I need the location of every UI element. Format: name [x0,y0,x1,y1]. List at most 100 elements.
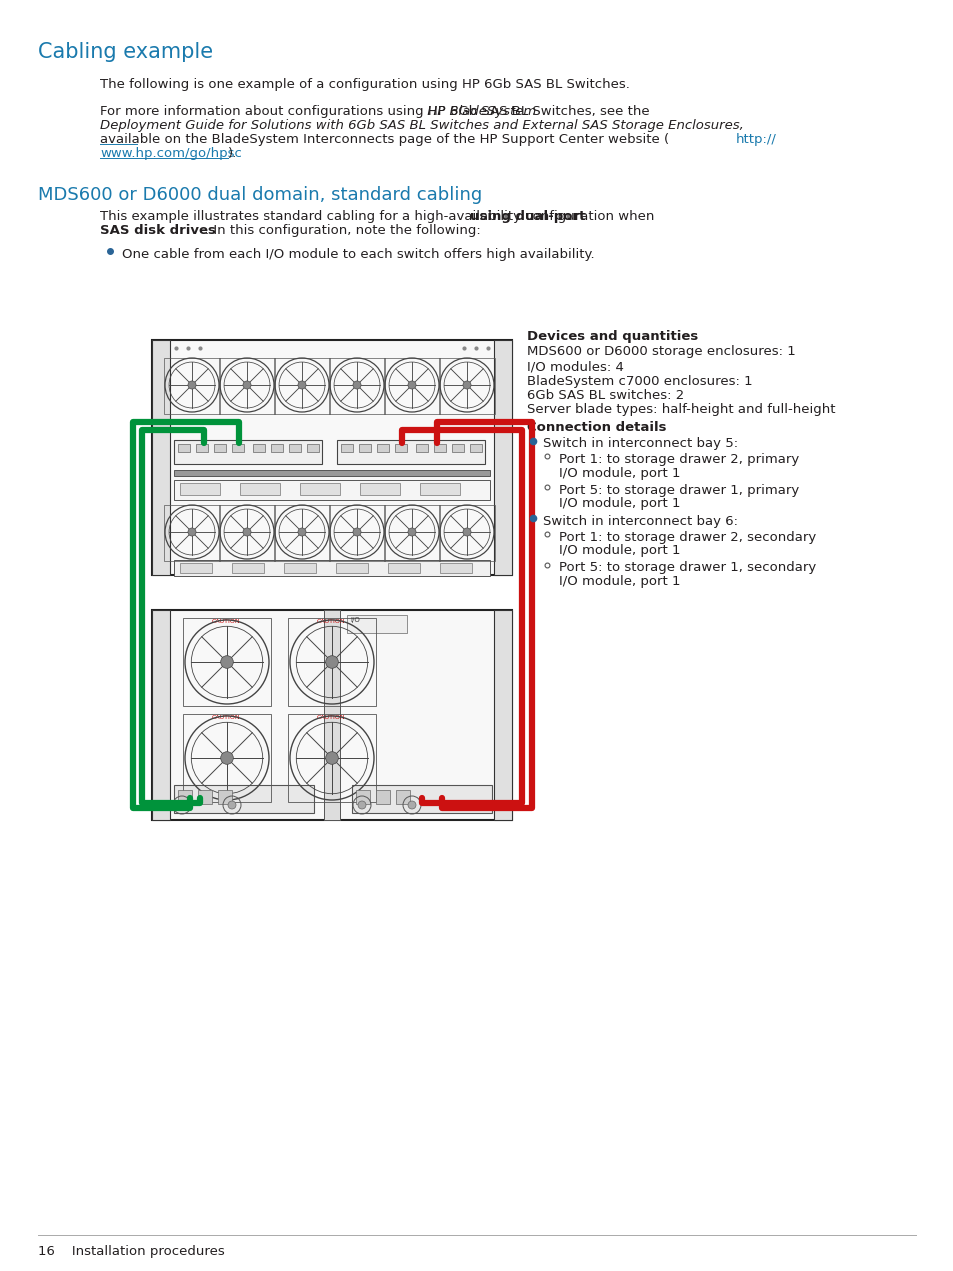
Text: CAUTION: CAUTION [212,619,240,624]
Bar [438,358,495,414]
Bar [299,483,339,494]
Bar [340,444,353,452]
Circle shape [353,527,360,536]
Bar [376,444,389,452]
Text: Port 1: to storage drawer 2, secondary: Port 1: to storage drawer 2, secondary [558,530,816,544]
Circle shape [178,801,186,810]
Bar [152,341,170,574]
Text: 6Gb SAS BL switches: 2: 6Gb SAS BL switches: 2 [526,389,683,402]
Bar [347,615,407,633]
Text: I/O: I/O [350,616,359,623]
Circle shape [325,751,338,764]
Bar [335,563,368,573]
Bar [336,440,484,464]
Bar [183,618,271,705]
Bar [213,444,226,452]
Circle shape [220,751,233,764]
Text: http://: http:// [735,133,776,146]
Text: SAS disk drives: SAS disk drives [100,224,215,236]
Text: Switch in interconnect bay 6:: Switch in interconnect bay 6: [542,515,738,527]
Text: Connection details: Connection details [526,421,666,433]
Circle shape [228,801,235,810]
Bar [289,444,301,452]
Circle shape [408,527,416,536]
Bar [439,563,472,573]
Bar [232,563,264,573]
Bar [358,444,371,452]
Bar [198,791,212,805]
Bar [173,785,314,813]
Text: www.hp.com/go/hpsc: www.hp.com/go/hpsc [100,147,242,160]
Text: Port 1: to storage drawer 2, primary: Port 1: to storage drawer 2, primary [558,452,799,466]
Text: MDS600 or D6000 dual domain, standard cabling: MDS600 or D6000 dual domain, standard ca… [38,186,482,205]
Bar [173,470,490,477]
Bar [384,505,439,561]
Circle shape [462,381,471,389]
Text: Devices and quantities: Devices and quantities [526,330,698,343]
Text: Port 5: to storage drawer 1, secondary: Port 5: to storage drawer 1, secondary [558,562,816,574]
Bar [434,444,446,452]
Bar [375,791,390,805]
Circle shape [408,801,416,810]
Bar [324,610,339,820]
Bar [284,563,315,573]
Text: CAUTION: CAUTION [212,716,240,719]
Text: MDS600 or D6000 storage enclosures: 1: MDS600 or D6000 storage enclosures: 1 [526,346,795,358]
Bar [470,444,481,452]
Text: using dual-port: using dual-port [100,210,585,222]
Bar [395,791,410,805]
Text: Port 5: to storage drawer 1, primary: Port 5: to storage drawer 1, primary [558,484,799,497]
Text: ).: ). [228,147,237,160]
Circle shape [243,381,251,389]
Bar [388,563,419,573]
Bar [183,714,271,802]
Bar [438,505,495,561]
Bar [178,791,192,805]
Text: One cable from each I/O module to each switch offers high availability.: One cable from each I/O module to each s… [122,248,594,261]
Circle shape [220,656,233,669]
Text: I/O modules: 4: I/O modules: 4 [526,360,623,372]
Text: CAUTION: CAUTION [316,619,345,624]
Circle shape [297,381,306,389]
Bar [288,618,375,705]
Bar [180,483,220,494]
Circle shape [408,381,416,389]
Bar [152,610,512,820]
Text: I/O module, port 1: I/O module, port 1 [558,544,679,557]
Text: 16    Installation procedures: 16 Installation procedures [38,1246,225,1258]
Text: . In this configuration, note the following:: . In this configuration, note the follow… [205,224,480,236]
Bar [218,791,232,805]
Bar [274,358,330,414]
Bar [359,483,399,494]
Bar [173,440,322,464]
Bar [329,505,385,561]
Bar [307,444,318,452]
Bar [173,480,490,500]
Bar [152,610,170,820]
Circle shape [188,527,196,536]
Text: Switch in interconnect bay 5:: Switch in interconnect bay 5: [542,437,738,450]
Bar [271,444,283,452]
Circle shape [357,801,366,810]
Bar [152,341,512,574]
Text: For more information about configurations using HP 6Gb SAS BL Switches, see the: For more information about configuration… [100,105,653,118]
Circle shape [188,381,196,389]
Bar [329,358,385,414]
Text: CAUTION: CAUTION [316,716,345,719]
Circle shape [353,381,360,389]
Circle shape [325,656,338,669]
Bar [219,505,274,561]
Circle shape [243,527,251,536]
Bar [355,791,370,805]
Bar [164,505,220,561]
Bar [195,444,208,452]
Bar [178,444,190,452]
Bar [219,358,274,414]
Text: The following is one example of a configuration using HP 6Gb SAS BL Switches.: The following is one example of a config… [100,78,629,92]
Text: HP BladeSystem: HP BladeSystem [100,105,536,118]
Bar [352,785,492,813]
Bar [494,610,512,820]
Text: This example illustrates standard cabling for a high-availability configuration : This example illustrates standard cablin… [100,210,658,222]
Bar [452,444,463,452]
Text: available on the BladeSystem Interconnects page of the HP Support Center website: available on the BladeSystem Interconnec… [100,133,668,146]
